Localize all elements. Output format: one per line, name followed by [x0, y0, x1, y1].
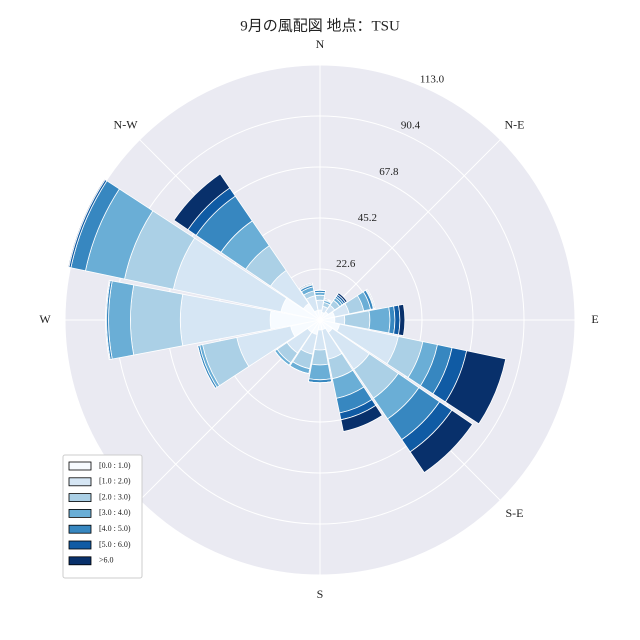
legend-swatch — [68, 477, 92, 487]
wind-bar — [311, 349, 329, 366]
angle-label: W — [39, 312, 51, 326]
wind-bar — [289, 365, 309, 375]
wind-bar — [336, 292, 348, 304]
wind-bar — [314, 294, 326, 301]
legend-label: [0.0 : 1.0) — [99, 461, 131, 470]
wind-bar — [368, 306, 391, 334]
legend-swatch — [68, 508, 92, 518]
legend-label: [2.0 : 3.0) — [99, 492, 131, 501]
legend-label: [4.0 : 5.0) — [99, 524, 131, 533]
legend-swatch — [68, 556, 92, 566]
wind-bar — [105, 280, 110, 360]
angle-label: S-E — [505, 506, 523, 520]
wind-bar — [67, 178, 106, 268]
wind-bar — [173, 173, 231, 231]
wind-bar — [314, 289, 326, 292]
angle-label: S — [317, 587, 324, 601]
legend-swatch — [68, 461, 92, 471]
legend-swatch — [68, 524, 92, 534]
wind-bar — [298, 282, 313, 290]
angular-grid-line — [319, 139, 501, 321]
angle-label: N — [316, 37, 325, 51]
legend-label: [5.0 : 6.0) — [99, 540, 131, 549]
wind-bar — [398, 303, 406, 337]
wind-bar — [409, 409, 474, 474]
radial-tick-label: 22.6 — [336, 258, 356, 270]
radial-tick-label: 45.2 — [358, 212, 377, 224]
legend-swatch — [68, 540, 92, 550]
radial-tick-label: 67.8 — [379, 166, 399, 178]
wind-bar — [444, 350, 507, 425]
angle-label: E — [591, 312, 598, 326]
legend-swatch — [68, 493, 92, 503]
wind-bar — [108, 280, 135, 360]
angle-label: N-W — [114, 117, 139, 131]
wind-bar — [323, 298, 333, 303]
legend-label: >6.0 — [99, 556, 114, 565]
wind-bar — [340, 404, 383, 433]
angle-label: N-E — [504, 117, 524, 131]
wind-bar — [308, 363, 332, 381]
legend-label: [3.0 : 4.0) — [99, 508, 131, 517]
legend-label: [1.0 : 2.0) — [99, 477, 131, 486]
chart-title: 9月の風配図 地点：TSU — [240, 17, 400, 34]
radial-tick-label: 113.0 — [420, 73, 445, 85]
wind-bar — [130, 284, 184, 356]
wind-bar — [365, 288, 376, 310]
radial-tick-label: 90.4 — [401, 120, 421, 132]
